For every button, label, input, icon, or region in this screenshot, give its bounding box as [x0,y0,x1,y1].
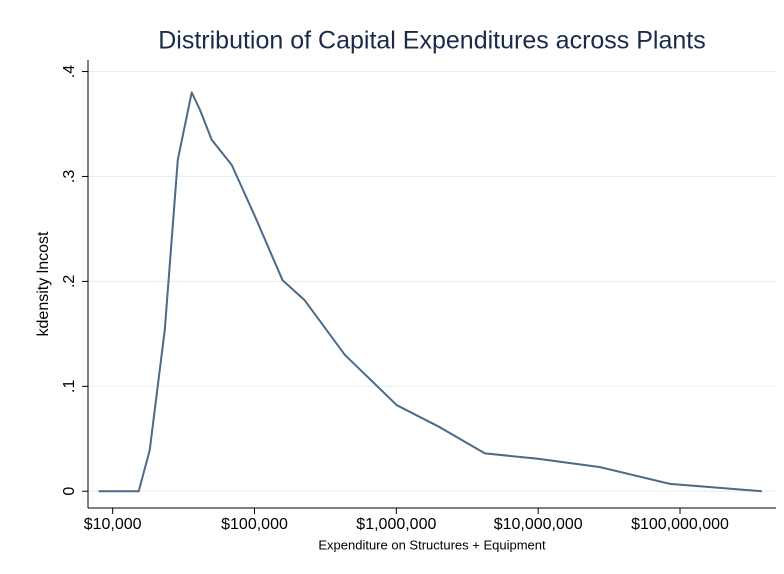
y-tick-label: 0 [61,487,78,496]
y-tick-label: .1 [61,380,78,393]
y-tick-label: .4 [61,65,78,78]
x-tick-label: $100,000,000 [631,516,729,533]
x-tick-label: $10,000 [84,516,142,533]
x-tick-label: $10,000,000 [494,516,583,533]
y-axis-label: kdensity lncost [35,231,52,336]
x-axis-label: Expenditure on Structures + Equipment [318,537,546,552]
x-tick-label: $1,000,000 [356,516,436,533]
y-tick-label: .2 [61,275,78,288]
density-line [98,91,762,493]
y-tick-label: .3 [61,170,78,183]
chart-title: Distribution of Capital Expenditures acr… [158,27,706,55]
x-tick-label: $100,000 [221,516,288,533]
